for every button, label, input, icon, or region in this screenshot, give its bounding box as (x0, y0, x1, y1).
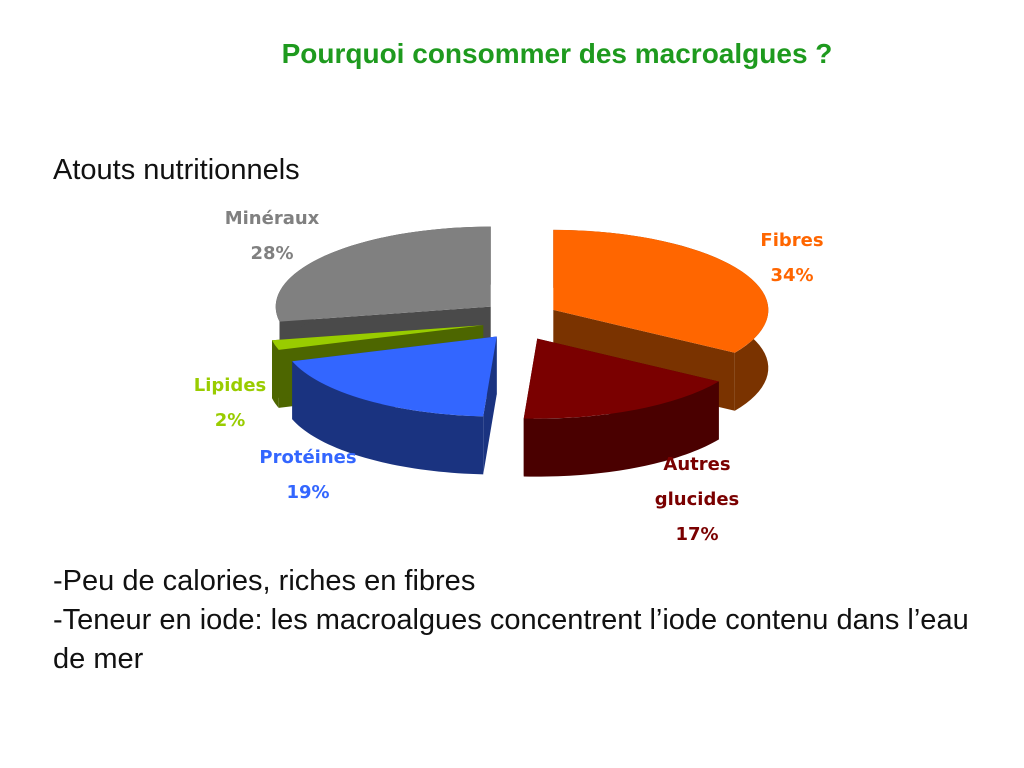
bullet-item-1: -Peu de calories, riches en fibres (53, 565, 476, 597)
slice-value-autres-glucides: 17% (675, 524, 718, 545)
slice-mineraux (275, 226, 491, 322)
slice-fibres (553, 229, 769, 353)
pie-slice-tops (272, 226, 769, 419)
slice-side-lipides (272, 340, 279, 408)
slice-value-fibres: 34% (770, 265, 813, 286)
slice-value-lipides: 2% (215, 410, 246, 431)
slice-label-mineraux: Minéraux (225, 208, 320, 229)
slice-label-proteines: Protéines (259, 447, 356, 468)
slice-value-mineraux: 28% (250, 243, 293, 264)
slice-autres-glucides (523, 338, 719, 419)
slice-label-autres-glucides: glucides (655, 489, 740, 510)
slice-side-autres-glucides (523, 381, 719, 477)
slide-subtitle: Atouts nutritionnels (53, 154, 300, 186)
slice-value-proteines: 19% (286, 482, 329, 503)
bullet-item-2: -Teneur en iode: les macroalgues concent… (53, 604, 969, 675)
slice-proteines (292, 336, 497, 417)
slide-title: Pourquoi consommer des macroalgues ? (281, 38, 833, 69)
slice-label-autres-glucides: Autres (663, 454, 730, 475)
pie-labels: Fibres 34% Autres glucides 17% Protéines 19% Li… (194, 208, 824, 545)
bullet-list: -Peu de calories, riches en fibres -Tene… (53, 562, 1003, 679)
slice-label-lipides: Lipides (194, 375, 267, 396)
slice-label-fibres: Fibres (760, 230, 823, 251)
slice-lipides (272, 325, 484, 350)
slice-side-proteines (292, 361, 484, 475)
